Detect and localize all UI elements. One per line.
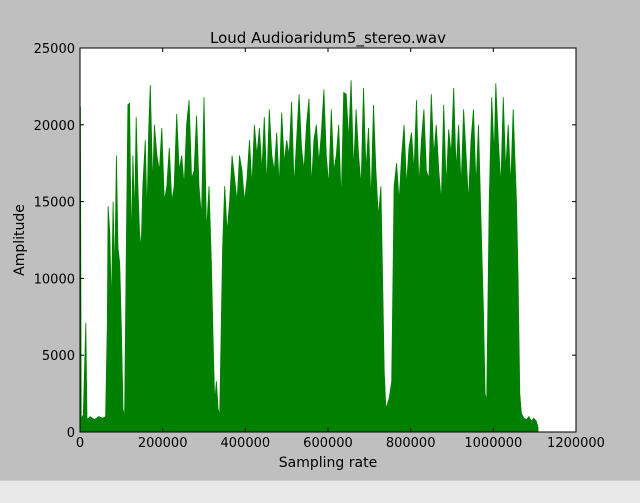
status-bar bbox=[0, 480, 640, 503]
x-tick-label: 800000 bbox=[386, 436, 436, 451]
x-tick-label: 1000000 bbox=[464, 436, 522, 451]
y-tick-label: 25000 bbox=[34, 42, 75, 57]
amplitude-chart: 0 200000 400000 600000 800000 1000000 1200000 0… bbox=[12, 29, 605, 471]
x-tick-label: 200000 bbox=[138, 436, 188, 451]
figure-canvas: 0 200000 400000 600000 800000 1000000 1200000 0… bbox=[12, 29, 605, 471]
x-axis-label: Sampling rate bbox=[279, 455, 377, 471]
waveform-series-0 bbox=[79, 80, 539, 433]
y-tick-label: 10000 bbox=[34, 272, 75, 287]
y-tick-label: 20000 bbox=[34, 119, 75, 134]
y-tick-label: 0 bbox=[67, 426, 75, 441]
y-tick-label: 15000 bbox=[34, 196, 75, 211]
y-tick-label: 5000 bbox=[42, 349, 75, 364]
x-tick-label: 0 bbox=[76, 436, 84, 451]
ticks-layer: 0 200000 400000 600000 800000 1000000 1200000 0… bbox=[34, 42, 605, 451]
y-axis-label: Amplitude bbox=[12, 204, 28, 276]
chart-title: Loud Audioaridum5_stereo.wav bbox=[210, 29, 446, 48]
x-tick-label: 600000 bbox=[303, 436, 353, 451]
x-tick-label: 1200000 bbox=[547, 436, 605, 451]
data-layer bbox=[79, 80, 539, 433]
x-tick-label: 400000 bbox=[221, 436, 271, 451]
